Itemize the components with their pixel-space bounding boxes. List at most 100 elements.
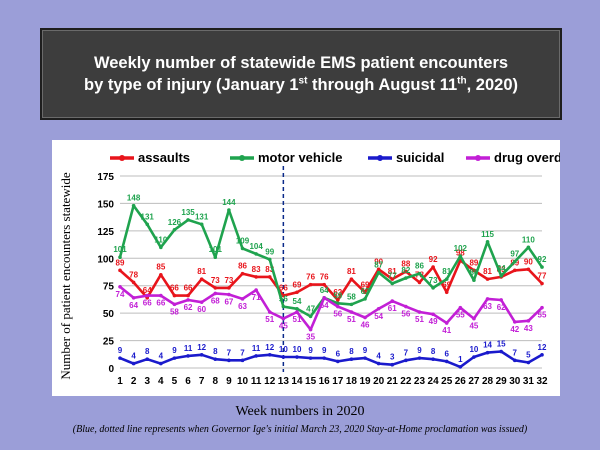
data-point bbox=[485, 297, 490, 301]
data-label: 4 bbox=[159, 352, 164, 361]
data-point bbox=[172, 293, 177, 298]
data-label: 51 bbox=[265, 315, 274, 324]
data-label: 10 bbox=[293, 345, 302, 354]
data-label: 64 bbox=[143, 286, 152, 295]
data-point bbox=[363, 297, 367, 301]
data-point bbox=[118, 285, 122, 289]
data-label: 11 bbox=[252, 344, 261, 353]
data-point bbox=[118, 268, 122, 273]
data-point bbox=[540, 305, 544, 310]
data-label: 12 bbox=[265, 343, 274, 352]
data-point bbox=[363, 290, 367, 295]
data-point bbox=[417, 356, 422, 360]
x-tick-label: 22 bbox=[400, 376, 412, 387]
data-point bbox=[281, 316, 286, 321]
legend-marker bbox=[239, 155, 245, 161]
data-label: 81 bbox=[442, 267, 451, 276]
data-label: 76 bbox=[320, 273, 329, 282]
data-label: 7 bbox=[227, 348, 232, 357]
data-label: 4 bbox=[376, 352, 381, 361]
data-point bbox=[254, 275, 258, 279]
y-tick-label: 175 bbox=[97, 172, 114, 183]
legend-label: motor vehicle bbox=[258, 150, 343, 165]
x-tick-label: 7 bbox=[199, 376, 205, 387]
data-label: 9 bbox=[172, 346, 177, 355]
data-point bbox=[186, 293, 190, 298]
data-label: 49 bbox=[429, 317, 438, 326]
data-label: 78 bbox=[129, 270, 138, 279]
x-tick-label: 9 bbox=[226, 376, 232, 387]
x-tick-label: 17 bbox=[332, 376, 344, 387]
data-label: 59 bbox=[333, 291, 342, 300]
x-tick-label: 28 bbox=[482, 376, 494, 387]
x-tick-label: 31 bbox=[523, 376, 535, 387]
data-point bbox=[526, 267, 531, 272]
data-label: 81 bbox=[197, 267, 206, 276]
data-point bbox=[404, 304, 408, 309]
data-point bbox=[254, 252, 258, 256]
data-label: 82 bbox=[401, 266, 410, 275]
data-label: 90 bbox=[374, 257, 383, 266]
data-label: 126 bbox=[168, 218, 182, 227]
data-label: 9 bbox=[118, 346, 123, 355]
data-label: 67 bbox=[224, 297, 233, 306]
data-label: 71 bbox=[252, 293, 261, 302]
x-tick-label: 18 bbox=[346, 376, 358, 387]
data-point bbox=[295, 306, 299, 311]
y-tick-label: 0 bbox=[108, 364, 114, 375]
data-label: 81 bbox=[388, 267, 397, 276]
data-point bbox=[499, 274, 503, 278]
data-point bbox=[444, 359, 449, 364]
data-label: 115 bbox=[481, 230, 494, 239]
data-point bbox=[376, 267, 381, 272]
legend-marker bbox=[377, 155, 383, 161]
data-point bbox=[213, 357, 218, 362]
data-point bbox=[417, 271, 422, 276]
data-point bbox=[512, 320, 517, 324]
data-point bbox=[431, 357, 435, 362]
data-label: 56 bbox=[333, 310, 342, 319]
data-label: 8 bbox=[431, 347, 436, 356]
data-label: 51 bbox=[347, 315, 356, 324]
data-label: 60 bbox=[197, 305, 206, 314]
data-point bbox=[227, 358, 231, 363]
data-point bbox=[472, 355, 476, 359]
data-label: 61 bbox=[388, 304, 397, 313]
series-line bbox=[118, 204, 544, 318]
y-tick-label: 75 bbox=[103, 282, 115, 293]
data-label: 66 bbox=[184, 284, 193, 293]
data-label: 10 bbox=[279, 345, 288, 354]
data-label: 74 bbox=[116, 290, 125, 299]
data-point bbox=[267, 353, 272, 357]
data-label: 69 bbox=[361, 280, 370, 289]
data-point bbox=[240, 246, 245, 251]
plot-area: 0 25 50 75 100 125 150 175 1 2 3 4 5 6 7 8 9 10 11 12 13 14 15… bbox=[52, 140, 560, 396]
data-point bbox=[485, 240, 490, 244]
y-tick-label: 125 bbox=[97, 227, 114, 238]
data-label: 77 bbox=[388, 272, 397, 281]
data-point bbox=[281, 293, 286, 298]
data-label: 51 bbox=[415, 315, 424, 324]
data-label: 4 bbox=[131, 352, 136, 361]
data-point bbox=[499, 298, 503, 302]
data-point bbox=[131, 280, 136, 285]
data-label: 92 bbox=[429, 255, 438, 264]
x-tick-label: 11 bbox=[251, 376, 262, 387]
data-label: 8 bbox=[145, 347, 150, 356]
data-point bbox=[213, 286, 218, 290]
data-label: 76 bbox=[306, 273, 315, 282]
data-label: 63 bbox=[361, 287, 370, 296]
data-point bbox=[458, 305, 463, 310]
data-point bbox=[186, 298, 190, 302]
data-label: 8 bbox=[213, 347, 218, 356]
data-point bbox=[159, 245, 163, 250]
footnote: (Blue, dotted line represents when Gover… bbox=[72, 424, 528, 435]
data-label: 7 bbox=[240, 348, 245, 357]
data-point bbox=[472, 316, 476, 321]
chart-title-line-2: by type of injury (January 1st through A… bbox=[42, 74, 560, 96]
data-label: 66 bbox=[156, 299, 165, 308]
data-label: 62 bbox=[184, 303, 193, 312]
data-label: 83 bbox=[497, 265, 506, 274]
data-point bbox=[376, 306, 381, 311]
legend-marker bbox=[119, 155, 125, 161]
